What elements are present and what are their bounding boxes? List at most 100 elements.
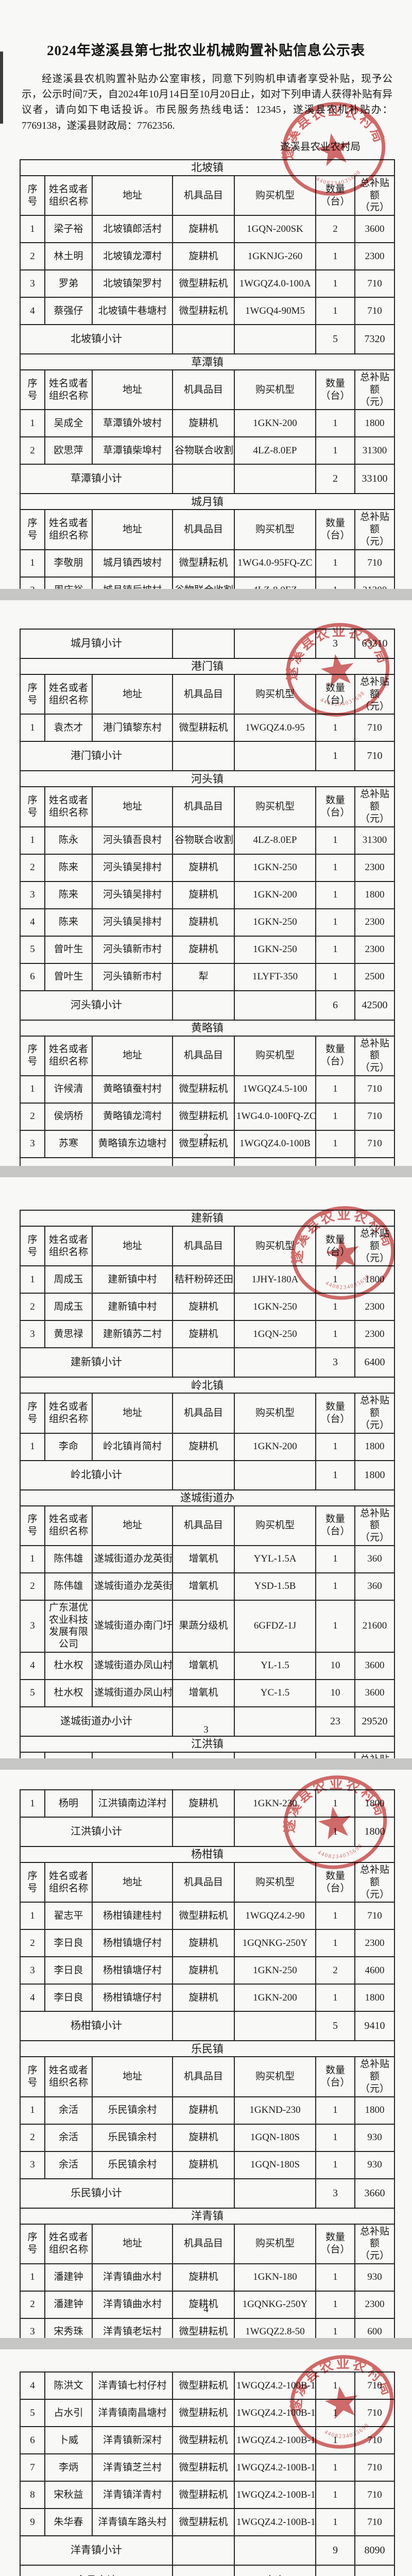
- row-index: 1: [20, 2263, 45, 2292]
- applicant-name: 林土明: [44, 242, 93, 271]
- table-row: 1 余活 乐民镇余村 旋耕机 1GKND-230 1 1800: [20, 2096, 395, 2125]
- row-index: 4: [20, 908, 45, 937]
- machine-category: 旋耕机: [172, 1929, 235, 1958]
- machine-model: 1GQN-200SK: [234, 215, 316, 244]
- subtotal-quantity: 2: [315, 464, 355, 495]
- subtotal-row: 河头镇小计 6 42500: [20, 990, 395, 1021]
- subsidy-amount: 710: [354, 2426, 395, 2454]
- subtotal-label: 港门镇小计: [20, 741, 173, 772]
- table-row: 1 翟志平 杨柑镇建桂村 微型耕耘机 1WGQZ4.2-90 1 710: [20, 1902, 395, 1930]
- grand-total-unit: 人次: [234, 2565, 316, 2576]
- empty-cell: [234, 1347, 316, 1378]
- column-header: 姓名或者 组织名称: [44, 175, 93, 216]
- row-index: 2: [20, 1572, 45, 1601]
- quantity: 1: [315, 2371, 355, 2400]
- subtotal-row: 杨柑镇小计 5 9410: [20, 2011, 395, 2042]
- row-index: 1: [20, 1789, 45, 1818]
- section-title: 遂城街道办: [19, 1489, 396, 1506]
- section-title-row: 河头镇: [20, 770, 395, 788]
- quantity: 1: [315, 908, 355, 937]
- quantity: 1: [315, 1293, 355, 1321]
- table-row: 5 曾叶生 河头镇新市村 旋耕机 1GKN-250 1 2300: [20, 935, 395, 964]
- column-header: 姓名或者 组织名称: [44, 1861, 93, 1903]
- column-header: 购买机型: [234, 1505, 316, 1546]
- table-row: 3 苏寒 黄略镇东边塘村 微型耕耘机 1WGQZ4.0-100B 1 710: [20, 1129, 395, 1158]
- row-index: 1: [20, 549, 45, 578]
- empty-cell: [234, 464, 316, 495]
- machine-category: 谷物联合收割机: [172, 576, 235, 589]
- column-header-row: 序 号姓名或者 组织名称地址机具品目购买机型数量 （台）总补贴额 （元）: [20, 1225, 396, 1267]
- subtotal-row: 黄略镇小计 32130: [20, 1157, 395, 1166]
- empty-cell: [234, 990, 316, 1021]
- row-index: 4: [20, 1651, 45, 1680]
- column-header: 总补贴额 （元）: [354, 369, 396, 411]
- machine-category: 犁: [172, 962, 235, 991]
- empty-cell: [234, 2535, 316, 2566]
- machine-category: 旋耕机: [172, 1956, 235, 1985]
- column-header: 总补贴额 （元）: [354, 2223, 395, 2264]
- machine-model: 1GKN-200: [234, 1432, 316, 1461]
- machine-category: 旋耕机: [172, 2150, 235, 2179]
- machine-category: 微型耕耘机: [172, 1902, 235, 1930]
- row-index: 3: [20, 1599, 45, 1653]
- table-row: 2 侯炳桥 黄略镇龙湾村 微型耕耘机 1WG4.0-100FQ-ZC 1 710: [20, 1102, 395, 1131]
- subsidy-amount: 710: [354, 269, 396, 298]
- row-index: 5: [20, 935, 45, 964]
- column-header: 购买机型: [234, 175, 316, 216]
- subsidy-amount: 710: [354, 2481, 395, 2509]
- subtotal-quantity: 3: [315, 1347, 355, 1378]
- column-header: 购买机型: [234, 509, 316, 550]
- machine-category: 微型耕耘机: [172, 2371, 235, 2400]
- subsidy-amount: 710: [354, 2371, 395, 2400]
- machine-model: 1WGQ4-90M5: [234, 297, 316, 326]
- column-header: 购买机型: [234, 673, 316, 715]
- subtotal-row: 北坡镇小计 5 7320: [20, 324, 396, 355]
- applicant-name: 潘建钟: [44, 2263, 93, 2292]
- quantity: 1: [315, 2123, 355, 2152]
- address: 洋青镇车路头村: [92, 2508, 173, 2536]
- machine-category: 微型耕耘机: [172, 2453, 235, 2482]
- machine-category: 微型耕耘机: [172, 2317, 235, 2338]
- column-header: 地址: [92, 673, 173, 715]
- column-header: 姓名或者 组织名称: [44, 1505, 93, 1546]
- table-row: 3 黄思禄 建新镇苏二村 旋耕机 1GQN-250 1 2300: [20, 1320, 396, 1349]
- column-header: 姓名或者 组织名称: [44, 1035, 93, 1076]
- machine-category: 微型耕耘机: [172, 297, 235, 326]
- column-header: 机具品目: [172, 1505, 235, 1546]
- empty-cell: [172, 1817, 235, 1847]
- column-header: 姓名或者 组织名称: [44, 369, 93, 411]
- column-header: 数量 （台）: [315, 1035, 355, 1076]
- row-index: 2: [20, 2123, 45, 2152]
- empty-cell: [234, 1817, 316, 1847]
- machine-category: 旋耕机: [172, 2096, 235, 2125]
- machine-model: 1GKN-250: [234, 1293, 316, 1321]
- empty-cell: [172, 2535, 235, 2566]
- column-header: 总补贴额 （元）: [354, 175, 396, 216]
- machine-model: 1WGQZ4.0-100B: [234, 1129, 316, 1158]
- document-header: 2024年遂溪县第七批农业机械购置补贴信息公示表 经遂溪县农机购置补贴办公室审核，…: [0, 0, 412, 153]
- table-row: 7 李炳 洋青镇芝兰村 微型耕耘机 1WGQZ4.2-100B-1 1 710: [20, 2453, 395, 2482]
- address: 遂城街道办南门圩: [92, 1599, 173, 1653]
- section-title: 杨柑镇: [20, 1846, 395, 1863]
- applicant-name: 陈来: [44, 908, 93, 937]
- column-header: 购买机型: [234, 786, 316, 827]
- empty-cell: [172, 464, 235, 495]
- address: 杨柑镇塘仔村: [92, 1956, 173, 1985]
- table-row: 4 蔡强仔 北坡镇牛巷塘村 微型耕耘机 1WGQ4-90M5 1 710: [20, 297, 396, 326]
- applicant-name: 袁杰才: [44, 714, 93, 742]
- subtotal-amount: 9410: [354, 2011, 395, 2042]
- quantity: 1: [315, 2317, 355, 2338]
- subtotal-amount: 6400: [354, 1347, 396, 1378]
- column-header: 机具品目: [172, 369, 235, 411]
- address: 洋青镇曲水村: [92, 2263, 173, 2292]
- subtotal-label: 北坡镇小计: [20, 324, 173, 355]
- section-title-row: 杨柑镇: [20, 1846, 395, 1863]
- applicant-name: 曾叶生: [44, 935, 93, 964]
- applicant-name: 潘建钟: [44, 2290, 93, 2319]
- machine-model: YYL-1.5A: [234, 1545, 316, 1573]
- section-title-row: 遂城街道办: [19, 1489, 396, 1506]
- machine-category: 微型耕耘机: [172, 2399, 235, 2427]
- subsidy-amount: 930: [354, 2123, 395, 2152]
- machine-model: 1GKN-250: [234, 1956, 316, 1985]
